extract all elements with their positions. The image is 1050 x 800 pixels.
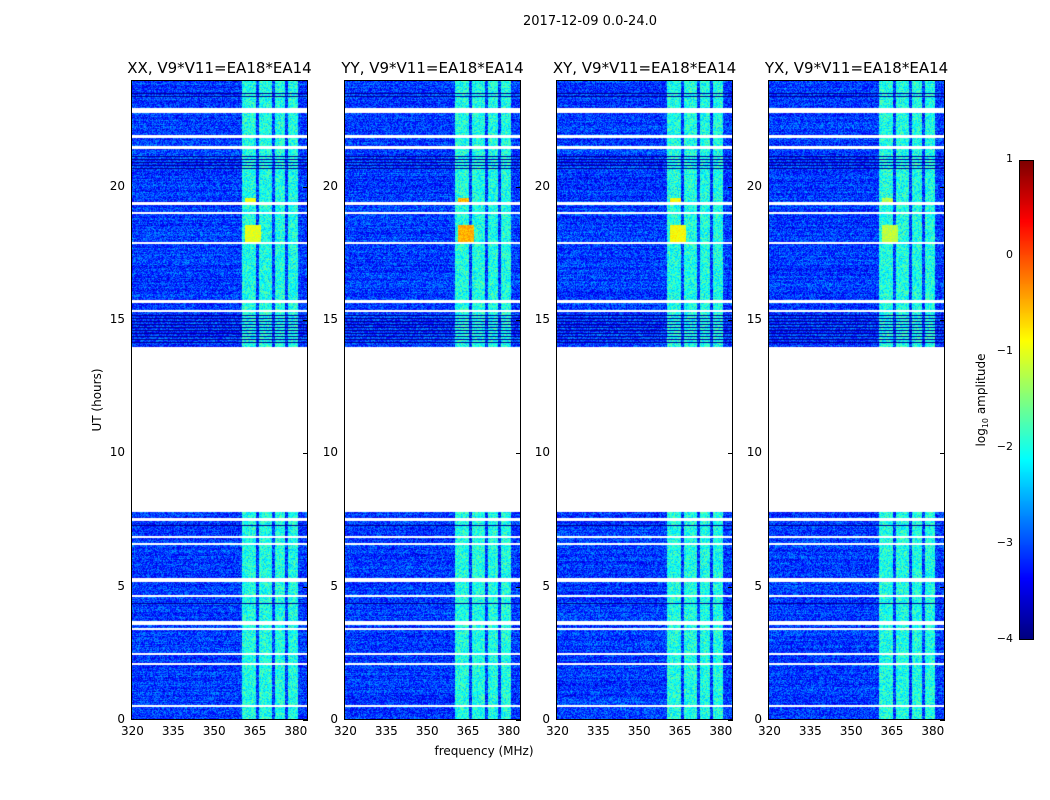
y-tick-mark	[516, 320, 521, 321]
colorbar-tick-label: 0	[1006, 248, 1013, 261]
x-tick-label: 335	[798, 724, 822, 738]
x-axis-label: frequency (MHz)	[434, 744, 534, 758]
colorbar-tick-label: −1	[996, 344, 1013, 357]
y-tick-label: 10	[534, 445, 550, 460]
y-tick-mark	[516, 586, 521, 588]
y-axis-label: UT (hours)	[90, 368, 104, 432]
y-tick-label: 0	[754, 712, 762, 726]
x-tick-label: 335	[374, 724, 398, 738]
x-tick-label: 320	[546, 724, 569, 738]
y-tick-mark	[303, 720, 308, 721]
y-tick-label: 20	[109, 178, 125, 193]
colorbar-label: log10 amplitude	[973, 353, 991, 447]
x-tick-label: 320	[121, 724, 144, 738]
y-tick-mark	[728, 720, 733, 721]
heatmap-canvas	[557, 81, 732, 719]
y-tick-label: 20	[322, 178, 338, 193]
colorbar	[1019, 160, 1034, 640]
x-tick-label: 365	[243, 724, 267, 738]
y-tick-label: 20	[534, 178, 550, 193]
y-tick-label: 0	[330, 712, 338, 726]
y-tick-mark	[728, 453, 733, 455]
colorbar-tick-label: −3	[996, 536, 1013, 549]
heatmap-canvas	[769, 81, 944, 719]
figure-title: 2017-12-09 0.0-24.0	[523, 14, 657, 29]
y-tick-mark	[728, 586, 733, 588]
y-tick-label: 10	[746, 445, 762, 460]
x-tick-label: 350	[627, 724, 651, 738]
y-tick-mark	[303, 186, 308, 188]
spectrogram-panel	[768, 80, 945, 720]
y-tick-mark	[516, 720, 521, 721]
colorbar-tick-label: −4	[996, 632, 1013, 645]
y-tick-mark	[303, 453, 308, 455]
panel-title: XY, V9*V11=EA18*EA14	[552, 59, 737, 77]
panel-title: YX, V9*V11=EA18*EA14	[764, 59, 949, 77]
x-tick-label: 350	[415, 724, 439, 738]
x-tick-label: 380	[497, 724, 521, 738]
y-tick-mark	[728, 320, 733, 321]
heatmap-canvas	[345, 81, 520, 719]
x-tick-label: 320	[758, 724, 781, 738]
y-tick-label: 15	[109, 312, 125, 326]
y-tick-mark	[516, 453, 521, 455]
x-tick-label: 365	[880, 724, 904, 738]
y-tick-label: 15	[746, 312, 762, 326]
x-tick-label: 380	[921, 724, 945, 738]
panel-title: XX, V9*V11=EA18*EA14	[127, 59, 312, 77]
y-tick-mark	[728, 186, 733, 188]
y-tick-label: 0	[117, 712, 125, 726]
y-tick-label: 20	[746, 178, 762, 193]
x-tick-label: 350	[839, 724, 863, 738]
y-tick-label: 5	[330, 578, 338, 593]
spectrogram-panel	[131, 80, 308, 720]
y-tick-label: 5	[542, 578, 550, 593]
y-tick-mark	[940, 320, 945, 321]
x-tick-label: 335	[586, 724, 610, 738]
y-tick-mark	[516, 186, 521, 188]
y-tick-mark	[940, 720, 945, 721]
x-tick-label: 380	[709, 724, 733, 738]
spectrogram-panel	[556, 80, 733, 720]
y-tick-mark	[940, 586, 945, 588]
y-tick-label: 15	[322, 312, 338, 326]
y-tick-mark	[940, 186, 945, 188]
x-tick-label: 380	[284, 724, 308, 738]
x-tick-label: 365	[456, 724, 480, 738]
y-tick-label: 10	[109, 445, 125, 460]
x-tick-label: 350	[202, 724, 226, 738]
x-tick-label: 320	[334, 724, 357, 738]
y-tick-label: 10	[322, 445, 338, 460]
heatmap-canvas	[132, 81, 307, 719]
spectrogram-panel	[344, 80, 521, 720]
y-tick-mark	[303, 320, 308, 321]
y-tick-label: 5	[117, 578, 125, 593]
x-tick-label: 365	[668, 724, 692, 738]
y-tick-mark	[303, 586, 308, 588]
y-tick-mark	[940, 453, 945, 455]
colorbar-tick-label: 1	[1006, 152, 1013, 165]
y-tick-label: 0	[542, 712, 550, 726]
colorbar-tick-label: −2	[996, 440, 1013, 453]
y-tick-label: 5	[754, 578, 762, 593]
panel-title: YY, V9*V11=EA18*EA14	[341, 59, 524, 77]
y-tick-label: 15	[534, 312, 550, 326]
x-tick-label: 335	[161, 724, 185, 738]
